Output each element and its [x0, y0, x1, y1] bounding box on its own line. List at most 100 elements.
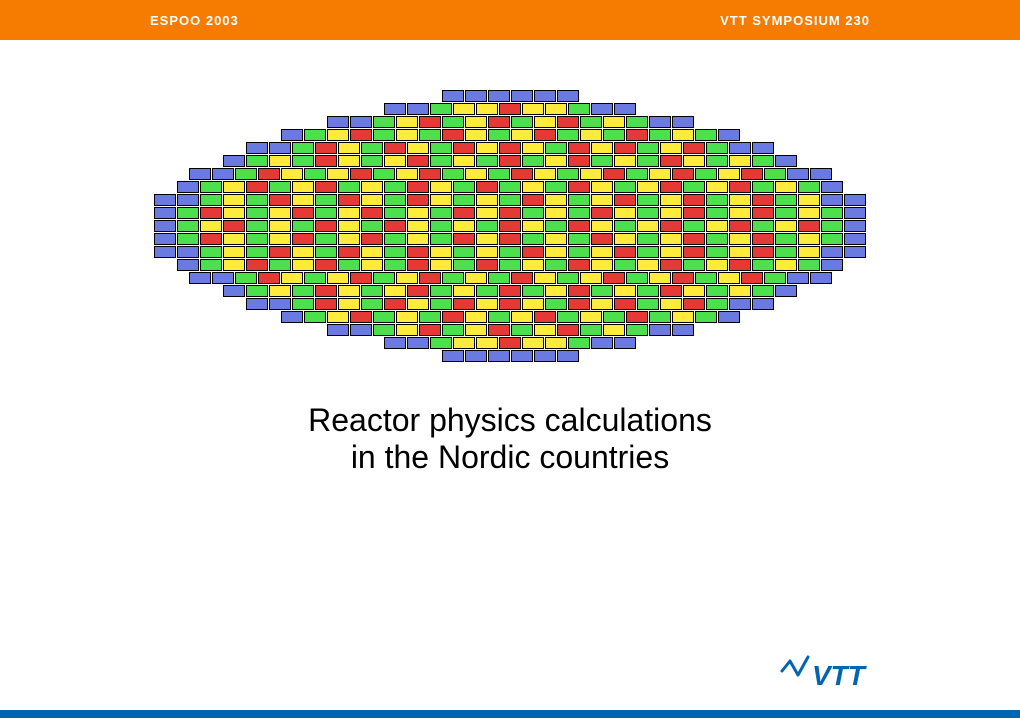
grid-cell — [373, 129, 395, 141]
grid-cell — [396, 324, 418, 336]
grid-row — [154, 337, 866, 349]
grid-cell — [488, 168, 510, 180]
grid-cell — [407, 220, 429, 232]
grid-cell — [476, 298, 498, 310]
grid-cell — [384, 103, 406, 115]
grid-cell — [522, 285, 544, 297]
grid-cell — [706, 298, 728, 310]
grid-cell — [775, 155, 797, 167]
grid-cell — [545, 207, 567, 219]
grid-cell — [396, 116, 418, 128]
grid-cell — [626, 129, 648, 141]
grid-cell — [511, 129, 533, 141]
grid-cell — [511, 90, 533, 102]
grid-cell — [591, 246, 613, 258]
grid-cell — [258, 272, 280, 284]
grid-cell — [821, 233, 843, 245]
grid-cell — [660, 142, 682, 154]
grid-cell — [384, 194, 406, 206]
grid-cell — [660, 181, 682, 193]
grid-cell — [384, 233, 406, 245]
svg-text:VTT: VTT — [812, 660, 868, 691]
grid-cell — [522, 207, 544, 219]
grid-cell — [614, 181, 636, 193]
grid-cell — [706, 142, 728, 154]
grid-cell — [430, 233, 452, 245]
grid-cell — [212, 168, 234, 180]
grid-cell — [246, 155, 268, 167]
grid-cell — [534, 90, 556, 102]
grid-cell — [292, 298, 314, 310]
grid-cell — [568, 285, 590, 297]
grid-cell — [350, 272, 372, 284]
grid-cell — [522, 194, 544, 206]
grid-cell — [718, 311, 740, 323]
grid-cell — [545, 259, 567, 271]
grid-cell — [223, 233, 245, 245]
grid-cell — [373, 168, 395, 180]
grid-cell — [580, 168, 602, 180]
grid-cell — [476, 220, 498, 232]
grid-cell — [315, 298, 337, 310]
grid-cell — [246, 181, 268, 193]
grid-row — [154, 116, 866, 128]
grid-cell — [522, 181, 544, 193]
grid-cell — [465, 350, 487, 362]
grid-cell — [729, 142, 751, 154]
grid-cell — [476, 194, 498, 206]
grid-cell — [580, 311, 602, 323]
grid-cell — [821, 246, 843, 258]
grid-cell — [453, 246, 475, 258]
grid-cell — [660, 246, 682, 258]
grid-cell — [419, 116, 441, 128]
grid-cell — [304, 311, 326, 323]
grid-cell — [327, 311, 349, 323]
grid-cell — [292, 285, 314, 297]
grid-cell — [499, 259, 521, 271]
grid-cell — [672, 116, 694, 128]
grid-cell — [154, 246, 176, 258]
grid-cell — [488, 90, 510, 102]
grid-cell — [419, 324, 441, 336]
grid-cell — [660, 194, 682, 206]
grid-cell — [522, 259, 544, 271]
grid-cell — [637, 233, 659, 245]
grid-cell — [235, 168, 257, 180]
grid-cell — [499, 181, 521, 193]
grid-cell — [419, 311, 441, 323]
grid-cell — [465, 168, 487, 180]
grid-cell — [591, 337, 613, 349]
grid-cell — [568, 259, 590, 271]
grid-cell — [499, 103, 521, 115]
grid-cell — [614, 298, 636, 310]
grid-cell — [752, 285, 774, 297]
grid-cell — [407, 298, 429, 310]
grid-cell — [568, 246, 590, 258]
grid-cell — [269, 246, 291, 258]
grid-cell — [212, 272, 234, 284]
grid-cell — [419, 168, 441, 180]
grid-cell — [430, 103, 452, 115]
grid-cell — [752, 155, 774, 167]
grid-cell — [292, 233, 314, 245]
header-left: ESPOO 2003 — [150, 13, 239, 28]
grid-cell — [706, 181, 728, 193]
grid-cell — [683, 181, 705, 193]
grid-cell — [269, 298, 291, 310]
grid-cell — [545, 155, 567, 167]
grid-cell — [637, 194, 659, 206]
grid-cell — [603, 324, 625, 336]
grid-cell — [430, 259, 452, 271]
header-bar: ESPOO 2003 VTT SYMPOSIUM 230 — [0, 0, 1020, 40]
grid-cell — [315, 142, 337, 154]
grid-cell — [499, 207, 521, 219]
grid-cell — [522, 155, 544, 167]
grid-cell — [580, 272, 602, 284]
grid-cell — [729, 194, 751, 206]
grid-cell — [672, 311, 694, 323]
grid-cell — [384, 246, 406, 258]
grid-cell — [557, 168, 579, 180]
grid-cell — [752, 142, 774, 154]
grid-cell — [269, 285, 291, 297]
grid-cell — [545, 194, 567, 206]
